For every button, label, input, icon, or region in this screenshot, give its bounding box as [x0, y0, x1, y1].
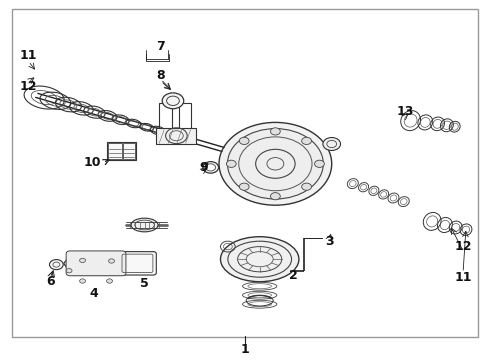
- Text: 4: 4: [90, 287, 98, 300]
- Text: 12: 12: [454, 240, 472, 253]
- Circle shape: [226, 160, 236, 167]
- Circle shape: [270, 128, 280, 135]
- Circle shape: [323, 138, 341, 150]
- Bar: [108, 143, 122, 159]
- Circle shape: [227, 129, 323, 199]
- Circle shape: [315, 160, 324, 167]
- Circle shape: [239, 137, 249, 144]
- Text: 6: 6: [46, 275, 55, 288]
- Text: 2: 2: [289, 269, 297, 282]
- Circle shape: [162, 93, 184, 109]
- Circle shape: [79, 279, 85, 283]
- Text: 5: 5: [140, 277, 149, 290]
- Text: 3: 3: [325, 235, 334, 248]
- Text: 9: 9: [199, 161, 208, 174]
- Ellipse shape: [220, 237, 299, 282]
- Bar: [159, 103, 171, 130]
- Circle shape: [219, 122, 332, 205]
- Text: 13: 13: [397, 105, 415, 118]
- FancyBboxPatch shape: [66, 251, 126, 276]
- Polygon shape: [64, 252, 128, 275]
- Text: 11: 11: [20, 49, 37, 62]
- Text: 7: 7: [156, 40, 165, 53]
- Circle shape: [79, 258, 85, 262]
- Circle shape: [66, 269, 72, 273]
- Circle shape: [239, 183, 249, 190]
- Circle shape: [109, 259, 115, 263]
- Circle shape: [302, 137, 312, 144]
- FancyBboxPatch shape: [119, 252, 156, 275]
- Text: 10: 10: [83, 156, 101, 169]
- Circle shape: [49, 260, 63, 270]
- Circle shape: [302, 183, 312, 190]
- Text: 12: 12: [20, 80, 37, 93]
- Ellipse shape: [131, 218, 158, 232]
- Bar: [107, 142, 136, 160]
- Bar: [156, 128, 196, 144]
- Text: 1: 1: [241, 343, 249, 356]
- Bar: [122, 143, 135, 159]
- Text: 11: 11: [454, 271, 472, 284]
- Circle shape: [107, 279, 113, 283]
- Circle shape: [270, 193, 280, 200]
- Text: 8: 8: [156, 69, 165, 82]
- Bar: [179, 103, 191, 130]
